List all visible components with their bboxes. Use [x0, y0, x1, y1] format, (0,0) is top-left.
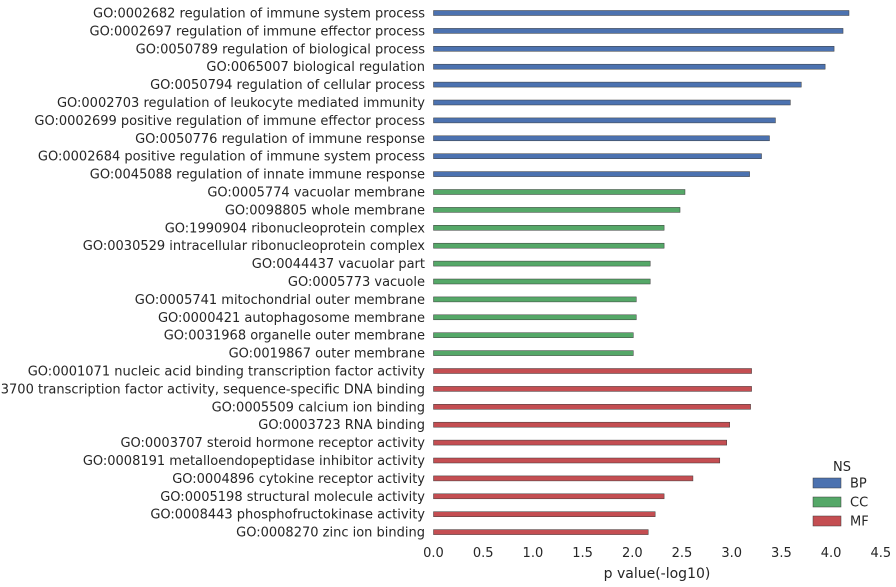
bar	[433, 189, 686, 195]
bar	[433, 278, 651, 285]
category-label: GO:0065007 biological regulation	[206, 60, 425, 75]
category-label: GO:0008443 phosphofructokinase activity	[150, 508, 425, 523]
x-tick-label: 0.0	[423, 546, 444, 561]
legend-entries: BP CC MF	[812, 477, 869, 530]
category-label: GO:0003723 RNA binding	[258, 418, 425, 433]
category-label: GO:0005198 structural molecule activity	[160, 490, 425, 505]
bar	[433, 63, 826, 70]
x-tick-label: 0.5	[473, 546, 494, 561]
x-tick-label: 1.5	[572, 546, 593, 561]
bar	[433, 475, 694, 482]
category-label: GO:0044437 vacuolar part	[252, 257, 425, 272]
bar	[433, 314, 637, 321]
bar	[433, 207, 681, 213]
bar	[433, 242, 665, 249]
bar	[433, 99, 791, 106]
bar	[433, 135, 770, 142]
x-tick-label: 3.5	[771, 546, 792, 561]
legend-label: BP	[850, 477, 867, 492]
category-label: GO:0003707 steroid hormone receptor acti…	[120, 436, 425, 451]
x-tick-label: 2.5	[672, 546, 693, 561]
category-label: GO:0002684 positive regulation of immune…	[38, 150, 425, 165]
bar	[433, 225, 665, 231]
category-label: GO:0050776 regulation of immune response	[135, 132, 425, 147]
x-tick-label: 3.0	[721, 546, 742, 561]
legend-swatch	[812, 496, 842, 508]
category-label: GO:0005773 vacuole	[288, 275, 425, 290]
category-label: GO:0031968 organelle outer membrane	[164, 329, 425, 344]
category-label: GO:0000421 autophagosome membrane	[158, 311, 425, 326]
category-labels: GO:0002682 regulation of immune system p…	[0, 7, 425, 541]
category-label: GO:0045088 regulation of innate immune r…	[90, 168, 425, 183]
bar	[433, 511, 656, 517]
category-label: GO:0002697 regulation of immune effector…	[90, 24, 426, 39]
category-label: GO:0008191 metalloendopeptidase inhibito…	[83, 454, 425, 469]
category-label: GO:0001071 nucleic acid binding transcri…	[28, 365, 426, 380]
category-label: GO:0050789 regulation of biological proc…	[136, 42, 426, 57]
bar	[433, 153, 762, 159]
legend-title: NS	[833, 460, 851, 475]
bar	[433, 404, 751, 410]
x-tick-label: 4.0	[821, 546, 842, 561]
category-label: GO:0050794 regulation of cellular proces…	[150, 78, 425, 93]
x-tick-label: 2.0	[622, 546, 643, 561]
category-label: GO:0005774 vacuolar membrane	[207, 186, 425, 201]
legend-label: MF	[850, 515, 869, 530]
bar	[433, 10, 850, 16]
category-label: GO:0004896 cytokine receptor activity	[172, 472, 425, 487]
category-label: GO:0005509 calcium ion binding	[212, 400, 425, 415]
bar	[433, 493, 665, 500]
bar	[433, 421, 730, 428]
category-label: GO:0002703 regulation of leukocyte media…	[57, 96, 425, 111]
bar	[433, 457, 721, 464]
legend: NS BP CC MF	[812, 460, 869, 530]
category-label: GO:0005741 mitochondrial outer membrane	[135, 293, 425, 308]
bar	[433, 296, 637, 303]
bar	[433, 332, 634, 338]
x-axis-ticks: 0.0 0.5 1.0 1.5 2.0 2.5 3.0 3.5 4.0 4.5	[423, 546, 891, 561]
bar	[433, 386, 752, 392]
legend-swatch	[812, 477, 842, 489]
category-label: GO:0030529 intracellular ribonucleoprote…	[83, 239, 426, 254]
bar	[433, 171, 750, 177]
bar	[433, 529, 649, 535]
bar	[433, 28, 844, 34]
category-label: GO:0002699 positive regulation of immune…	[34, 114, 425, 129]
bar	[433, 350, 634, 356]
x-axis-label: p value(-log10)	[604, 566, 711, 582]
bar	[433, 81, 802, 88]
category-label: GO:1990904 ribonucleoprotein complex	[165, 221, 426, 236]
category-label: GO:0003700 transcription factor activity…	[0, 382, 425, 397]
x-tick-label: 4.5	[870, 546, 891, 561]
category-label: GO:0098805 whole membrane	[225, 203, 425, 218]
legend-label: CC	[850, 496, 868, 511]
bar	[433, 260, 651, 267]
bars-layer	[433, 10, 850, 535]
category-label: GO:0008270 zinc ion binding	[236, 526, 425, 541]
legend-swatch	[812, 515, 842, 527]
bar	[433, 117, 776, 124]
x-tick-label: 1.0	[523, 546, 544, 561]
bar	[433, 439, 727, 446]
bar	[433, 46, 835, 52]
bar	[433, 368, 752, 374]
category-label: GO:0002682 regulation of immune system p…	[93, 7, 425, 22]
category-label: GO:0019867 outer membrane	[229, 347, 425, 362]
